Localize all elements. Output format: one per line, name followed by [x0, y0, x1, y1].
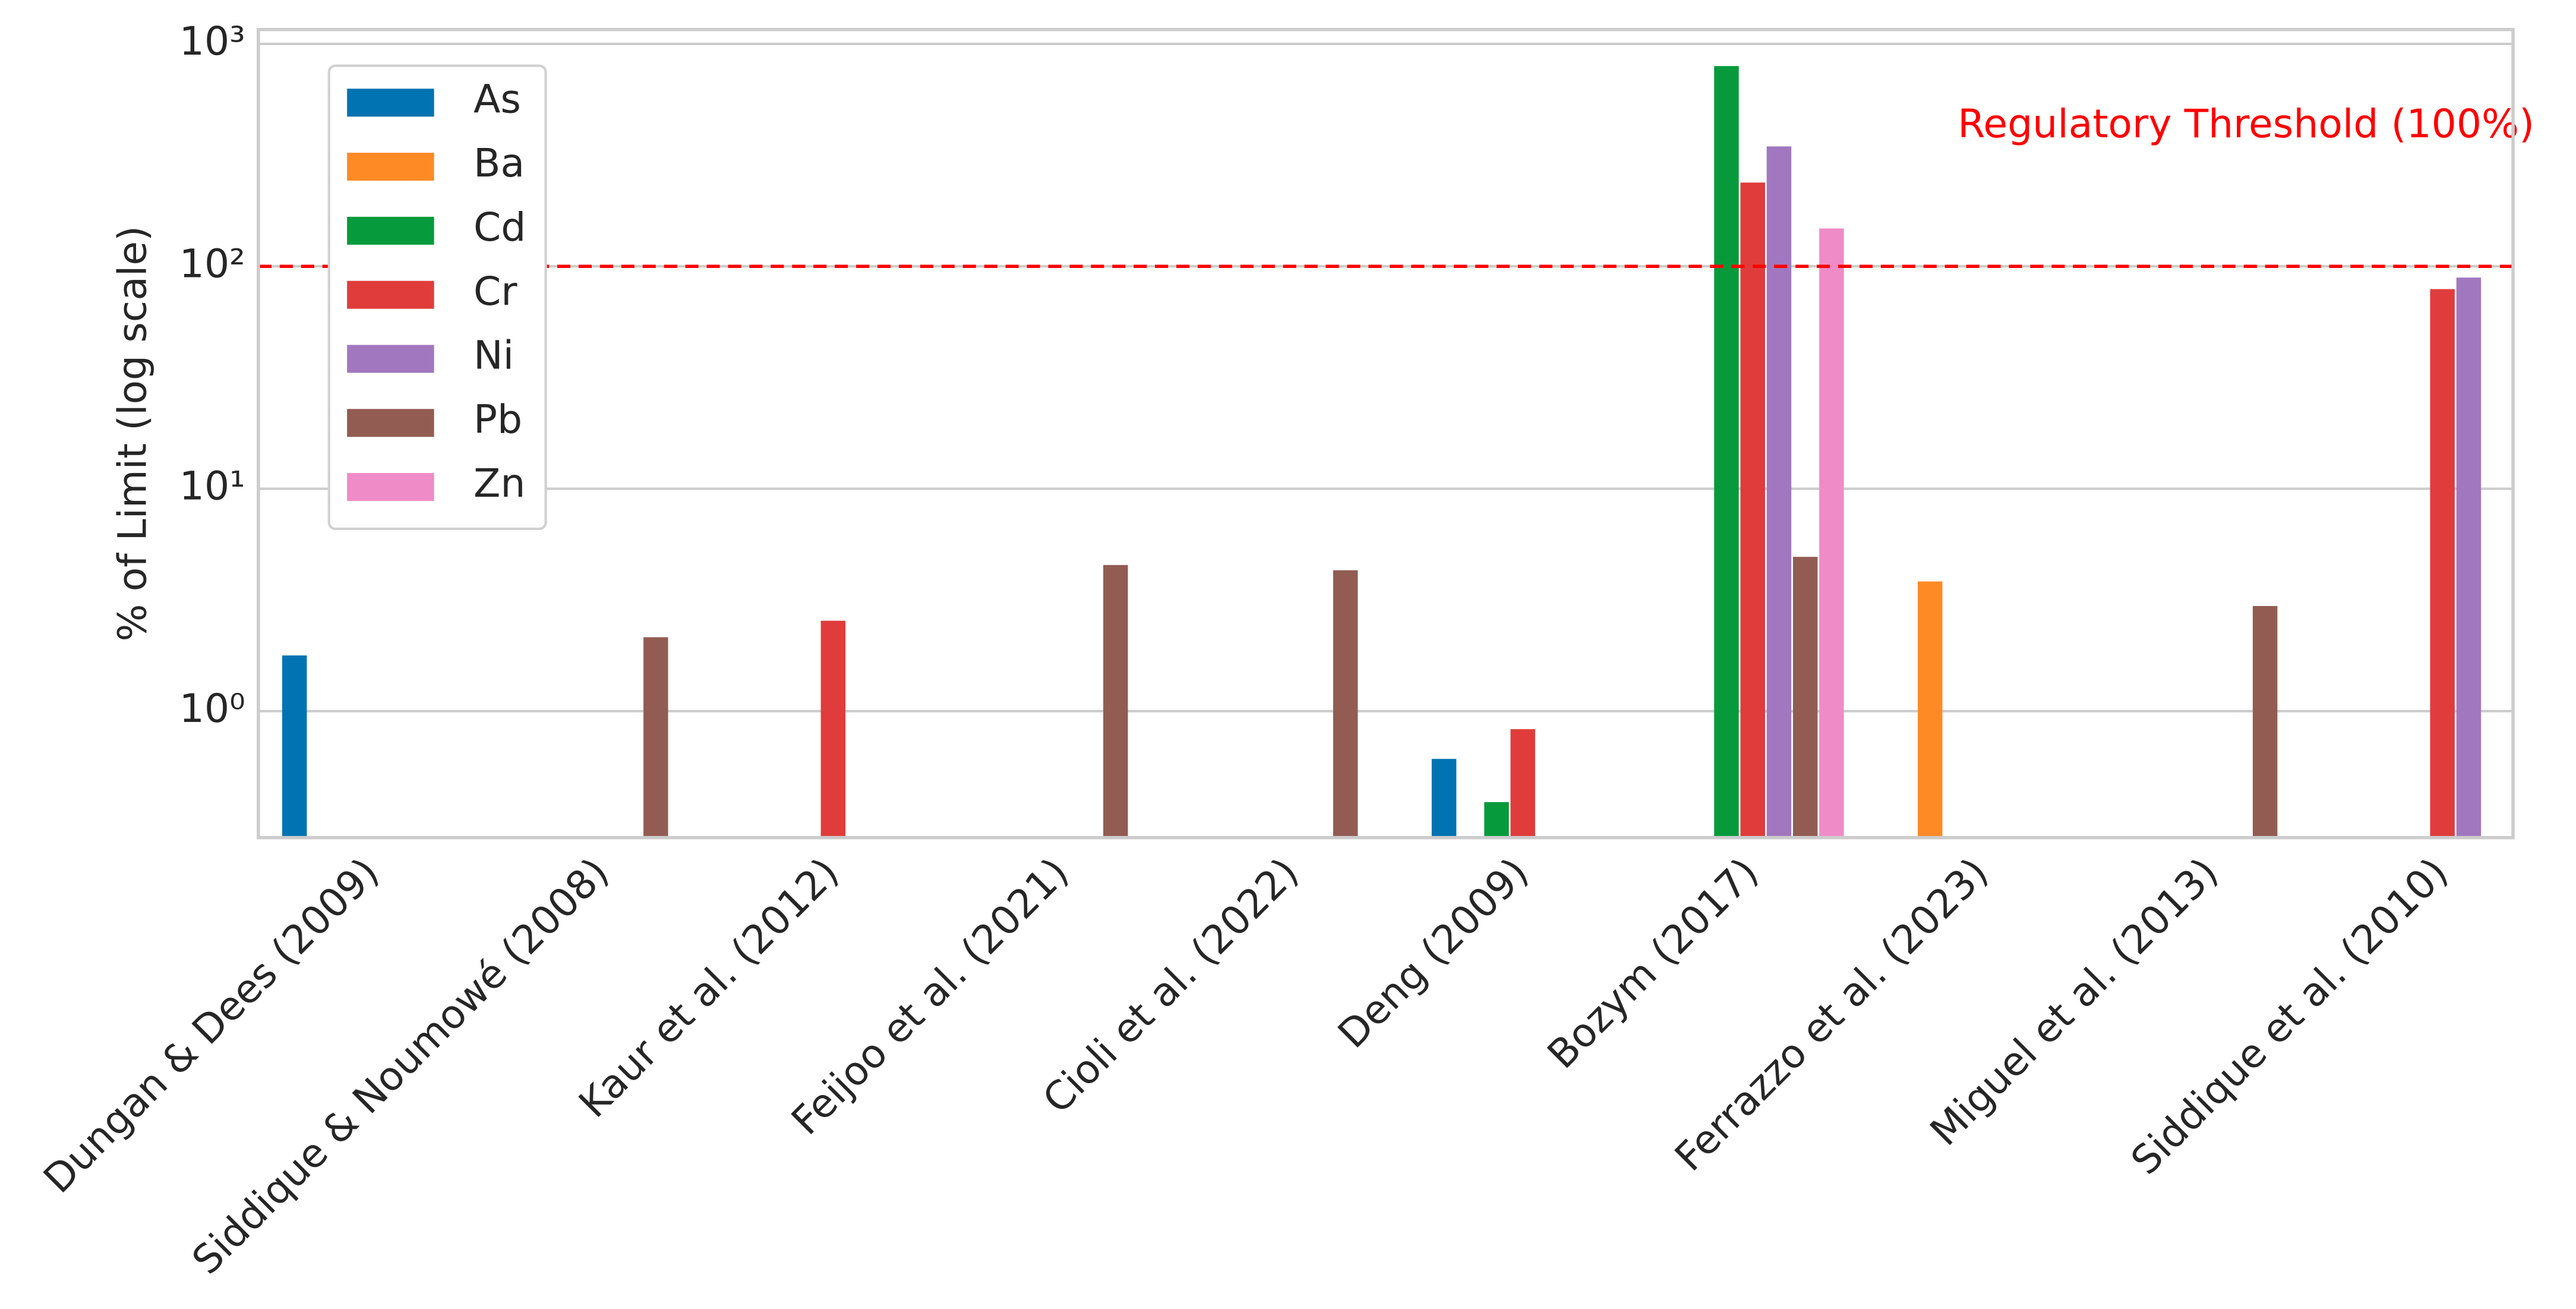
bar: [1792, 557, 1818, 838]
x-tick-label: Cioli et al. (2022): [1034, 849, 1307, 1122]
legend-swatch: [347, 409, 434, 437]
bar: [1333, 570, 1358, 838]
y-tick-label: 10⁰: [179, 685, 245, 731]
y-tick-label: 10¹: [179, 463, 245, 509]
bar: [1510, 729, 1535, 838]
plot-frame: [257, 27, 2515, 840]
legend-label: Pb: [473, 396, 522, 442]
legend: As Ba Cd Cr Ni Pb Zn: [327, 64, 547, 531]
bar: [1918, 581, 1943, 838]
bar: [2252, 605, 2278, 838]
bar: [1103, 564, 1128, 838]
legend-label: Ni: [473, 332, 514, 378]
x-tick-label: Siddique & Noumowé (2008): [183, 849, 617, 1283]
x-tick-label: Deng (2009): [1329, 849, 1538, 1057]
y-tick-label: 10³: [179, 18, 245, 64]
legend-swatch: [347, 89, 434, 117]
bar: [2430, 289, 2455, 838]
legend-label: As: [473, 75, 521, 122]
bar: [1819, 228, 1844, 838]
threshold-label: Regulatory Threshold (100%): [1958, 100, 2534, 147]
legend-swatch: [347, 473, 434, 501]
bar: [282, 655, 307, 838]
legend-swatch: [347, 345, 434, 373]
plot-background: [258, 29, 2514, 838]
legend-swatch: [347, 216, 434, 245]
x-tick-label: Kaur et al. (2012): [570, 849, 847, 1126]
legend-label: Ba: [473, 140, 525, 186]
legend-label: Cd: [473, 204, 526, 250]
bar: [1431, 759, 1457, 838]
bar: [1766, 146, 1792, 838]
bar: [820, 620, 846, 838]
bar: [2456, 277, 2482, 838]
y-axis-label: % of Limit (log scale): [109, 226, 156, 641]
y-tick-label: 10²: [179, 240, 245, 286]
bar: [1740, 182, 1765, 838]
legend-label: Cr: [473, 268, 517, 314]
bar: [1714, 66, 1739, 838]
bar: [1484, 802, 1509, 838]
legend-label: Zn: [473, 460, 525, 506]
legend-swatch: [347, 153, 434, 181]
x-tick-label: Bozym (2017): [1538, 849, 1767, 1077]
bar: [643, 637, 668, 838]
legend-swatch: [347, 280, 434, 309]
